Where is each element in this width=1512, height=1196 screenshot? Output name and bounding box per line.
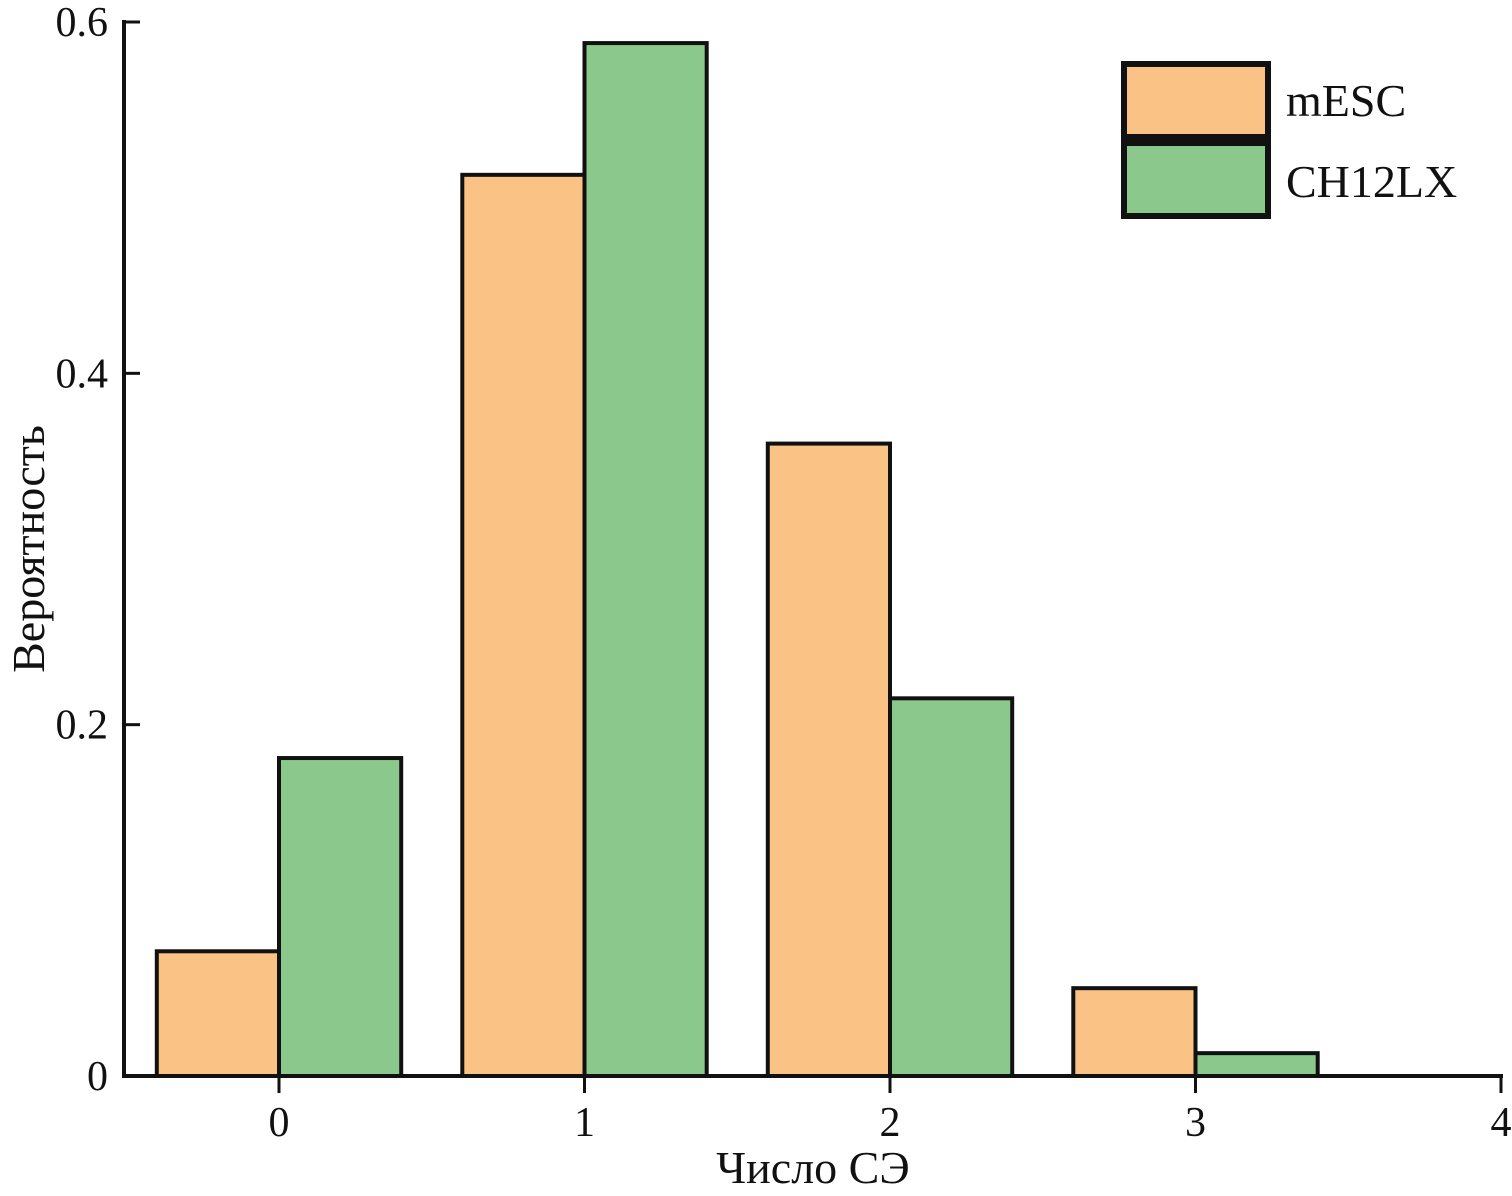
x-tick-label: 0	[269, 1100, 290, 1146]
plot-area: 0 1 2 3 4 0 0.2 0.4 0.6	[56, 0, 1512, 1146]
legend: mESC CH12LX	[1121, 61, 1457, 219]
bar-CH12LX-3	[1193, 1051, 1320, 1078]
legend-label-mesc: mESC	[1286, 75, 1406, 126]
bar-mESC-0	[154, 949, 281, 1079]
legend-swatch-ch12lx	[1121, 140, 1271, 219]
bar-mESC-3	[1071, 986, 1198, 1079]
bar-CH12LX-0	[277, 756, 404, 1078]
bar-CH12LX-2	[888, 696, 1015, 1078]
bar-mESC-1	[460, 172, 587, 1078]
x-tick-label: 3	[1185, 1100, 1206, 1146]
y-tick-label: 0.2	[56, 703, 109, 749]
legend-label-ch12lx: CH12LX	[1286, 156, 1457, 207]
legend-swatch-mesc	[1121, 61, 1271, 140]
y-axis-title: Вероятность	[3, 425, 54, 673]
bar-CH12LX-1	[582, 41, 709, 1079]
x-tick-label: 2	[880, 1100, 901, 1146]
y-tick-label: 0.4	[56, 351, 109, 397]
x-tick-label: 1	[574, 1100, 595, 1146]
x-tick-label: 4	[1491, 1100, 1512, 1146]
bar-mESC-2	[765, 441, 892, 1079]
y-tick-label: 0.6	[56, 0, 109, 46]
y-tick-label: 0	[87, 1054, 108, 1100]
x-axis-title: Число СЭ	[716, 1142, 909, 1193]
